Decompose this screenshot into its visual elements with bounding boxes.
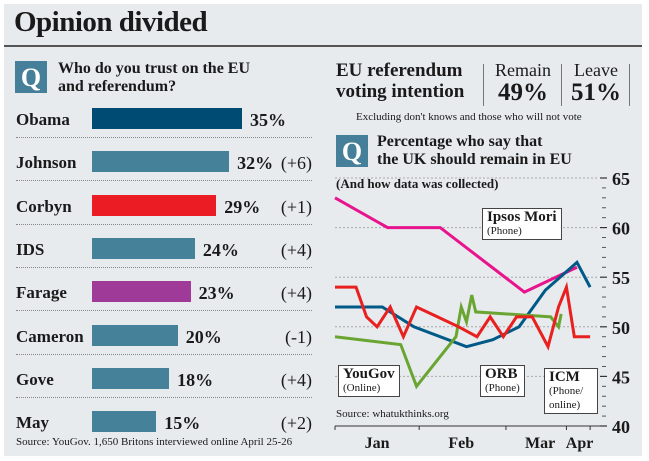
bar-row: Johnson 32% (+6) xyxy=(16,143,312,186)
row-divider xyxy=(16,353,312,355)
vote-divider xyxy=(483,64,484,106)
voting-intention-heading: EU referendum voting intention xyxy=(336,60,464,102)
y-tick-label: 45 xyxy=(612,367,630,387)
bar-row: Gove 18% (+4) xyxy=(16,360,312,403)
callout-method: (Phone/ online) xyxy=(549,385,584,411)
callout-method: (Online) xyxy=(343,382,381,394)
bar-value-label: 35% xyxy=(250,110,286,130)
callout-name: YouGov xyxy=(343,366,395,382)
remain-label: Remain xyxy=(495,60,551,80)
bar-cameron xyxy=(92,324,178,346)
bar-change-label: (+1) xyxy=(280,196,312,217)
bar-change-label: (+4) xyxy=(280,369,312,390)
y-tick-label: 40 xyxy=(612,417,630,437)
bar-row: Cameron 20% (-1) xyxy=(16,317,312,360)
callout-orb: ORB (Phone) xyxy=(480,365,525,397)
x-tick-label: Jan xyxy=(365,435,390,452)
page-title: Opinion divided xyxy=(14,6,208,38)
leave-stat: Leave 51% xyxy=(566,60,626,106)
bar-value-label: 29% xyxy=(224,196,261,217)
bar-change-label: (-1) xyxy=(285,326,312,347)
bar-row: Farage 23% (+4) xyxy=(16,273,312,316)
vote-divider xyxy=(629,64,630,106)
bar-category-label: Corbyn xyxy=(16,196,72,216)
bar-johnson xyxy=(92,151,230,173)
voting-heading-line1: EU referendum xyxy=(336,60,463,81)
bar-obama xyxy=(92,108,242,129)
trust-question-line2: and referendum? xyxy=(58,78,177,95)
row-divider xyxy=(16,396,312,398)
voting-note: Excluding don't knows and those who will… xyxy=(356,111,582,123)
callout-method: (Phone) xyxy=(487,225,522,237)
callout-name: Ipsos Mori xyxy=(487,209,557,225)
y-tick-label: 55 xyxy=(612,268,630,288)
bar-change-label: (+2) xyxy=(280,413,312,434)
bar-farage xyxy=(92,281,191,303)
bar-row: May 15% (+2) xyxy=(16,403,312,446)
bar-value-label: 23% xyxy=(198,283,235,304)
bar-value-label: 24% xyxy=(202,239,239,260)
bar-category-label: IDS xyxy=(16,239,45,259)
q-badge-icon: Q xyxy=(336,135,368,167)
remain-value: 49% xyxy=(498,79,548,106)
leave-value: 51% xyxy=(571,79,621,106)
callout-method: (Phone) xyxy=(485,382,520,394)
bar-value-label: 18% xyxy=(177,369,214,390)
bar-corbyn xyxy=(92,194,217,216)
remain-stat: Remain 49% xyxy=(490,60,556,106)
callout-name: ORB xyxy=(485,366,518,382)
bar-value-label: 20% xyxy=(185,326,222,347)
bar-may xyxy=(92,411,157,433)
series-line-ipsos-mori xyxy=(334,196,578,294)
q-badge-icon: Q xyxy=(15,61,47,93)
y-tick-label: 65 xyxy=(612,169,630,189)
bar-change-label: (+4) xyxy=(280,239,312,260)
voting-heading-line2: voting intention xyxy=(336,81,465,102)
row-divider xyxy=(16,223,312,225)
bar-row: IDS 24% (+4) xyxy=(16,230,312,273)
bar-row: Obama 35% xyxy=(16,100,312,143)
series-line-icm xyxy=(335,281,591,351)
remain-question: Percentage who say that the UK should re… xyxy=(377,133,572,169)
callout-yougov: YouGov (Online) xyxy=(338,365,400,397)
bar-ids xyxy=(92,237,195,259)
bar-change-label: (+6) xyxy=(280,153,312,174)
callout-icm: ICM (Phone/ online) xyxy=(544,368,598,414)
callout-name: ICM xyxy=(549,369,580,385)
bar-category-label: Farage xyxy=(16,283,67,303)
x-tick-label: Apr xyxy=(566,435,594,452)
bar-category-label: Obama xyxy=(16,110,70,129)
row-divider xyxy=(16,310,312,312)
trust-source: Source: YouGov. 1,650 Britons interviewe… xyxy=(16,436,293,448)
row-divider xyxy=(16,266,312,268)
x-tick-label: Mar xyxy=(525,435,555,452)
y-tick-label: 60 xyxy=(612,219,630,239)
bar-value-label: 32% xyxy=(237,153,274,174)
bar-category-label: Johnson xyxy=(16,153,77,173)
bar-value-label: 15% xyxy=(164,413,201,434)
bar-category-label: Cameron xyxy=(16,326,84,346)
row-divider xyxy=(16,180,312,182)
bar-gove xyxy=(92,367,170,389)
row-divider xyxy=(16,137,312,138)
remain-question-line1: Percentage who say that xyxy=(377,133,543,150)
bar-category-label: Gove xyxy=(16,369,54,389)
chart-subtitle: (And how data was collected) xyxy=(336,176,499,191)
bar-change-label: (+4) xyxy=(280,283,312,304)
callout-ipsos-mori: Ipsos Mori (Phone) xyxy=(482,208,562,240)
trust-question-line1: Who do you trust on the EU xyxy=(58,60,251,77)
trust-question: Who do you trust on the EU and referendu… xyxy=(58,60,250,96)
series-line-yougov xyxy=(334,294,563,390)
bar-row: Corbyn 29% (+1) xyxy=(16,187,312,230)
leave-label: Leave xyxy=(574,60,618,80)
chart-source: Source: whatukthinks.org xyxy=(336,408,449,420)
title-divider xyxy=(4,45,642,47)
bar-category-label: May xyxy=(16,413,50,433)
vote-divider xyxy=(561,64,562,106)
y-tick-label: 50 xyxy=(612,318,630,338)
remain-question-line2: the UK should remain in EU xyxy=(377,151,572,168)
x-tick-label: Feb xyxy=(448,435,474,452)
